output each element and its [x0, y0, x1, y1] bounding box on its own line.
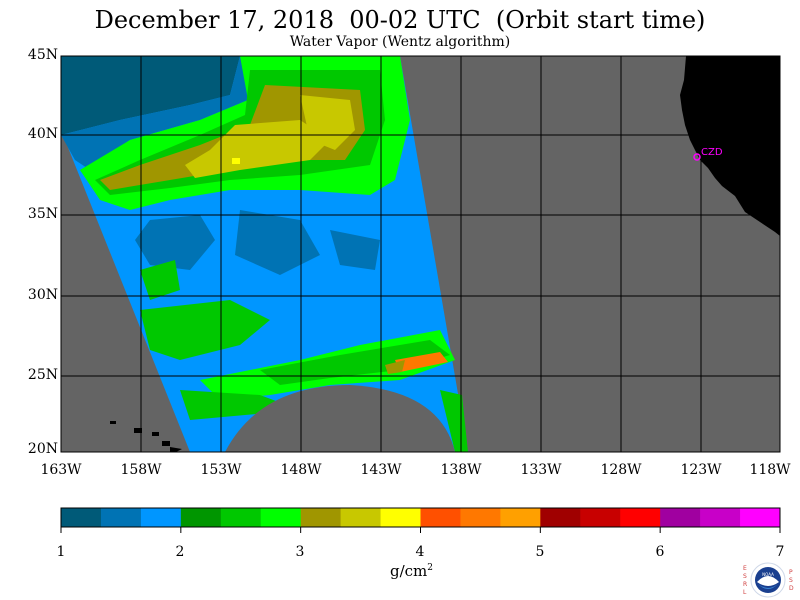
units-exponent: 2 [427, 563, 434, 573]
colorbar-swatch [380, 508, 421, 527]
map-frame [60, 55, 781, 453]
colorbar-swatch [700, 508, 741, 527]
swath-green-band-west [140, 300, 270, 360]
swath-southern-band-dark [260, 340, 450, 385]
logo-right-s: S [789, 577, 793, 584]
lon-label-128w: 128W [600, 462, 642, 478]
lat-lon-grid [61, 56, 780, 452]
logo-center-text: NOAA [762, 572, 774, 577]
colorbar-tick-6: 6 [655, 544, 665, 560]
noaa-esrl-psd-logo: NOAA E S R L P S D [743, 562, 794, 598]
lon-label-138w: 138W [440, 462, 482, 478]
colorbar-swatch [100, 508, 142, 527]
colorbar-swatch [300, 508, 342, 527]
colorbar-tick-1: 1 [56, 544, 66, 560]
logo-left-e: E [743, 565, 747, 572]
satellite-swath [61, 56, 468, 452]
swath-olive-core-north [300, 95, 355, 150]
lon-label-133w: 133W [520, 462, 562, 478]
logo-wave [757, 576, 779, 586]
colorbar-swatch [740, 508, 781, 527]
colorbar [60, 507, 781, 533]
swath-mid-blue-band [61, 56, 250, 170]
colorbar-swatch [420, 508, 461, 527]
swath-green-patch-west [140, 260, 180, 300]
colorbar-swatch [500, 508, 541, 527]
colorbar-tick-3: 3 [295, 544, 305, 560]
lon-label-148w: 148W [280, 462, 322, 478]
hawaii-islands [110, 421, 182, 452]
station-label: CZD [701, 147, 723, 158]
swath-mid-blue-patch-2 [235, 210, 320, 275]
logo-right-d: D [789, 585, 794, 592]
swath-mid-blue-patch-3 [330, 230, 380, 270]
logo-left-l: L [743, 589, 747, 596]
colorbar-tick-4: 4 [415, 544, 425, 560]
colorbar-swatch [260, 508, 302, 527]
lon-label-143w: 143W [360, 462, 402, 478]
colorbar-swatch [140, 508, 182, 527]
colorbar-swatch [580, 508, 621, 527]
lat-label-45n: 45N [27, 47, 58, 63]
colorbar-swatch [540, 508, 581, 527]
lat-label-40n: 40N [27, 126, 58, 142]
swath-southern-olive [385, 360, 405, 374]
logo-left-s: S [743, 573, 747, 580]
lat-label-20n: 20N [27, 441, 58, 457]
station-marker-czd: CZD [693, 147, 723, 161]
colorbar-swatch [620, 508, 661, 527]
lat-label-35n: 35N [27, 206, 58, 222]
colorbar-tick-7: 7 [775, 544, 785, 560]
colorbar-tick-5: 5 [535, 544, 545, 560]
logo-left-r: R [743, 581, 747, 588]
map-subtitle: Water Vapor (Wentz algorithm) [289, 34, 511, 50]
colorbar-swatch [220, 508, 262, 527]
logo-lower [758, 584, 778, 589]
swath-mid-blue-patch-1 [135, 215, 215, 270]
units-text: g/cm [390, 562, 428, 580]
lon-label-123w: 123W [680, 462, 722, 478]
colorbar-units: g/cm2 [390, 562, 433, 580]
swath-southern-orange [395, 352, 448, 372]
lat-label-25n: 25N [27, 367, 58, 383]
logo-right-p: P [789, 569, 793, 576]
lon-label-118w: 118W [749, 462, 791, 478]
lon-label-163w: 163W [40, 462, 82, 478]
map-title: December 17, 2018 00-02 UTC (Orbit start… [94, 6, 706, 34]
colorbar-tick-2: 2 [175, 544, 185, 560]
colorbar-swatch [180, 508, 222, 527]
swath-yellow-spot [232, 158, 240, 164]
swath-dark-blue-region [61, 56, 240, 135]
lat-label-30n: 30N [27, 287, 58, 303]
lon-label-153w: 153W [200, 462, 242, 478]
lon-label-158w: 158W [120, 462, 162, 478]
north-america-land [680, 56, 780, 236]
no-data-gap [225, 385, 455, 452]
colorbar-swatch [660, 508, 701, 527]
colorbar-swatch [340, 508, 382, 527]
colorbar-swatch [460, 508, 501, 527]
colorbar-swatch [61, 508, 102, 527]
